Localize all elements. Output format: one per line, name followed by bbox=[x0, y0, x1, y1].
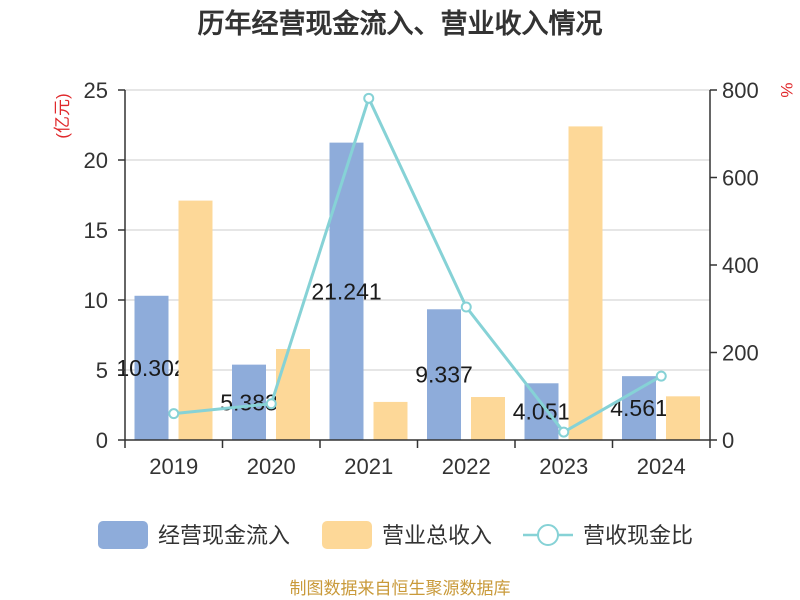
y-left-tick-label-25: 25 bbox=[84, 78, 108, 103]
y-right-tick-label-600: 600 bbox=[722, 166, 759, 191]
bar-cash-inflow-2019 bbox=[134, 295, 169, 440]
bar-cash-inflow-2023 bbox=[524, 383, 559, 440]
bar-revenue-2022 bbox=[471, 397, 505, 440]
x-tick-label-2020: 2020 bbox=[247, 454, 296, 479]
data-label-cash-inflow-2021: 21.241 bbox=[311, 278, 381, 304]
x-tick-label-2019: 2019 bbox=[149, 454, 198, 479]
y-left-tick-label-20: 20 bbox=[84, 148, 108, 173]
legend-swatch bbox=[322, 521, 372, 549]
point-ratio-2024 bbox=[655, 370, 667, 382]
point-ratio-2020 bbox=[265, 398, 277, 410]
legend-item-cash-inflow[interactable]: 经营现金流入 bbox=[98, 521, 290, 549]
y-left-tick-label-5: 5 bbox=[96, 358, 108, 383]
gridlines bbox=[125, 89, 710, 371]
bar-cash-inflow-2024 bbox=[622, 376, 656, 440]
y-right-axis-title: % bbox=[777, 82, 796, 97]
bar-revenue-2020 bbox=[276, 349, 310, 440]
legend-item-revenue[interactable]: 营业总收入 bbox=[322, 521, 492, 549]
bar-revenue-2021 bbox=[373, 401, 408, 440]
data-label-cash-inflow-2019: 10.302 bbox=[116, 355, 186, 381]
x-tick-label-2023: 2023 bbox=[539, 454, 588, 479]
line-ratio bbox=[173, 96, 662, 434]
y-right-tick-label-800: 800 bbox=[722, 78, 759, 103]
bar-cash-inflow-2022 bbox=[427, 309, 461, 440]
x-tick-label-2022: 2022 bbox=[442, 454, 491, 479]
legend-item-ratio[interactable]: 营收现金比 bbox=[523, 523, 693, 548]
legend-label-ratio: 营收现金比 bbox=[583, 523, 693, 548]
source-footer: 制图数据来自恒生聚源数据库 bbox=[290, 579, 511, 598]
y-left-tick-label-0: 0 bbox=[96, 428, 108, 453]
y-right-tick-label-0: 0 bbox=[722, 428, 734, 453]
bar-revenue-2019 bbox=[178, 200, 213, 440]
point-ratio-2021 bbox=[363, 92, 375, 104]
legend: 经营现金流入 营业总收入 营收现金比 bbox=[98, 521, 693, 549]
series-revenue-bars bbox=[178, 126, 700, 441]
legend-swatch bbox=[98, 521, 148, 549]
x-tick-label-2024: 2024 bbox=[637, 454, 686, 479]
legend-label-revenue: 营业总收入 bbox=[382, 523, 492, 548]
legend-swatch-marker bbox=[537, 524, 559, 546]
point-ratio-2022 bbox=[460, 301, 472, 313]
series-cash-inflow-bars bbox=[134, 142, 656, 440]
point-ratio-2019 bbox=[168, 408, 180, 420]
bar-cash-inflow-2020 bbox=[232, 364, 266, 440]
y-left-axis-title: (亿元) bbox=[53, 93, 72, 138]
bar-cash-inflow-2021 bbox=[329, 142, 364, 440]
legend-label-cash-inflow: 经营现金流入 bbox=[158, 523, 290, 548]
y-left-tick-label-15: 15 bbox=[84, 218, 108, 243]
chart-title: 历年经营现金流入、营业收入情况 bbox=[198, 8, 603, 39]
y-right-tick-label-200: 200 bbox=[722, 341, 759, 366]
axes: 2019 2020 2021 2022 2023 2024 0 5 10 15 20 25 0 200 40… bbox=[53, 78, 796, 479]
x-tick-label-2021: 2021 bbox=[344, 454, 393, 479]
y-left-tick-label-10: 10 bbox=[84, 288, 108, 313]
series-ratio-line bbox=[168, 92, 667, 438]
bar-revenue-2023 bbox=[568, 126, 603, 441]
data-label-cash-inflow-2022: 9.337 bbox=[415, 362, 473, 388]
bar-revenue-2024 bbox=[666, 396, 700, 440]
point-ratio-2023 bbox=[558, 426, 570, 438]
y-right-tick-label-400: 400 bbox=[722, 253, 759, 278]
